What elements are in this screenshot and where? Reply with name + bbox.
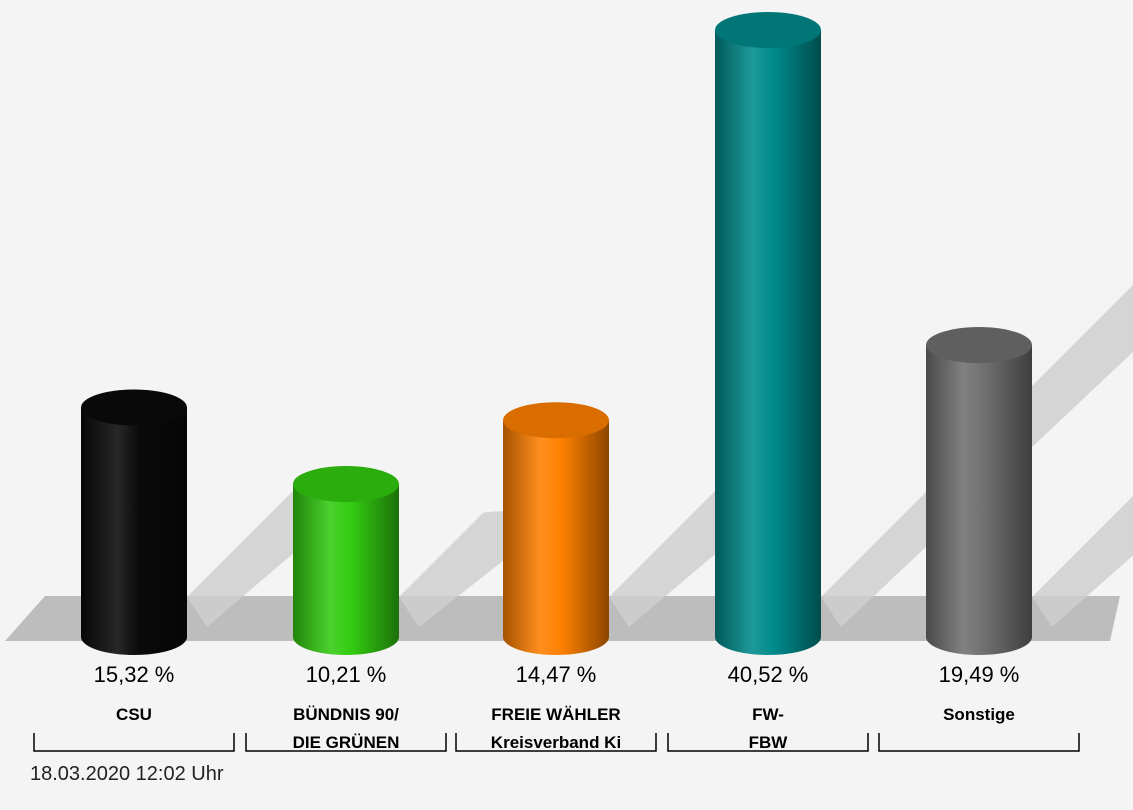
category-label: Kreisverband Ki xyxy=(491,733,621,752)
bar-cap xyxy=(926,327,1032,364)
value-label: 10,21 % xyxy=(306,662,387,687)
category-bracket xyxy=(245,733,447,752)
bar-body xyxy=(926,345,1032,655)
category-label: FREIE WÄHLER xyxy=(491,705,620,724)
value-label: 15,32 % xyxy=(94,662,175,687)
value-label: 40,52 % xyxy=(728,662,809,687)
category-label: FW- xyxy=(752,705,784,724)
category-bracket xyxy=(667,733,869,752)
bar-body xyxy=(715,30,821,655)
category-label: CSU xyxy=(116,705,152,724)
timestamp: 18.03.2020 12:02 Uhr xyxy=(30,763,224,785)
category-label: BÜNDNIS 90/ xyxy=(293,705,399,724)
category-label: Sonstige xyxy=(943,705,1015,724)
bar-body xyxy=(503,420,609,655)
category-bracket xyxy=(878,733,1080,752)
bar-cap xyxy=(293,466,399,503)
bar-body xyxy=(81,407,187,655)
category-labels: 15,32 % CSU 10,21 % BÜNDNIS 90/DIE GRÜNEN 14… xyxy=(33,662,1080,752)
bars xyxy=(81,12,1032,655)
value-label: 14,47 % xyxy=(516,662,597,687)
bar-shadow xyxy=(1032,495,1133,627)
bar-body xyxy=(293,484,399,655)
value-label: 19,49 % xyxy=(939,662,1020,687)
bar-cap xyxy=(81,389,187,426)
bar-cap xyxy=(503,402,609,439)
category-bracket xyxy=(455,733,657,752)
category-label: FBW xyxy=(749,733,789,752)
bar-cap xyxy=(715,12,821,48)
category-label: DIE GRÜNEN xyxy=(293,733,400,752)
bar-shadow xyxy=(399,511,524,627)
category-bracket xyxy=(33,733,235,752)
